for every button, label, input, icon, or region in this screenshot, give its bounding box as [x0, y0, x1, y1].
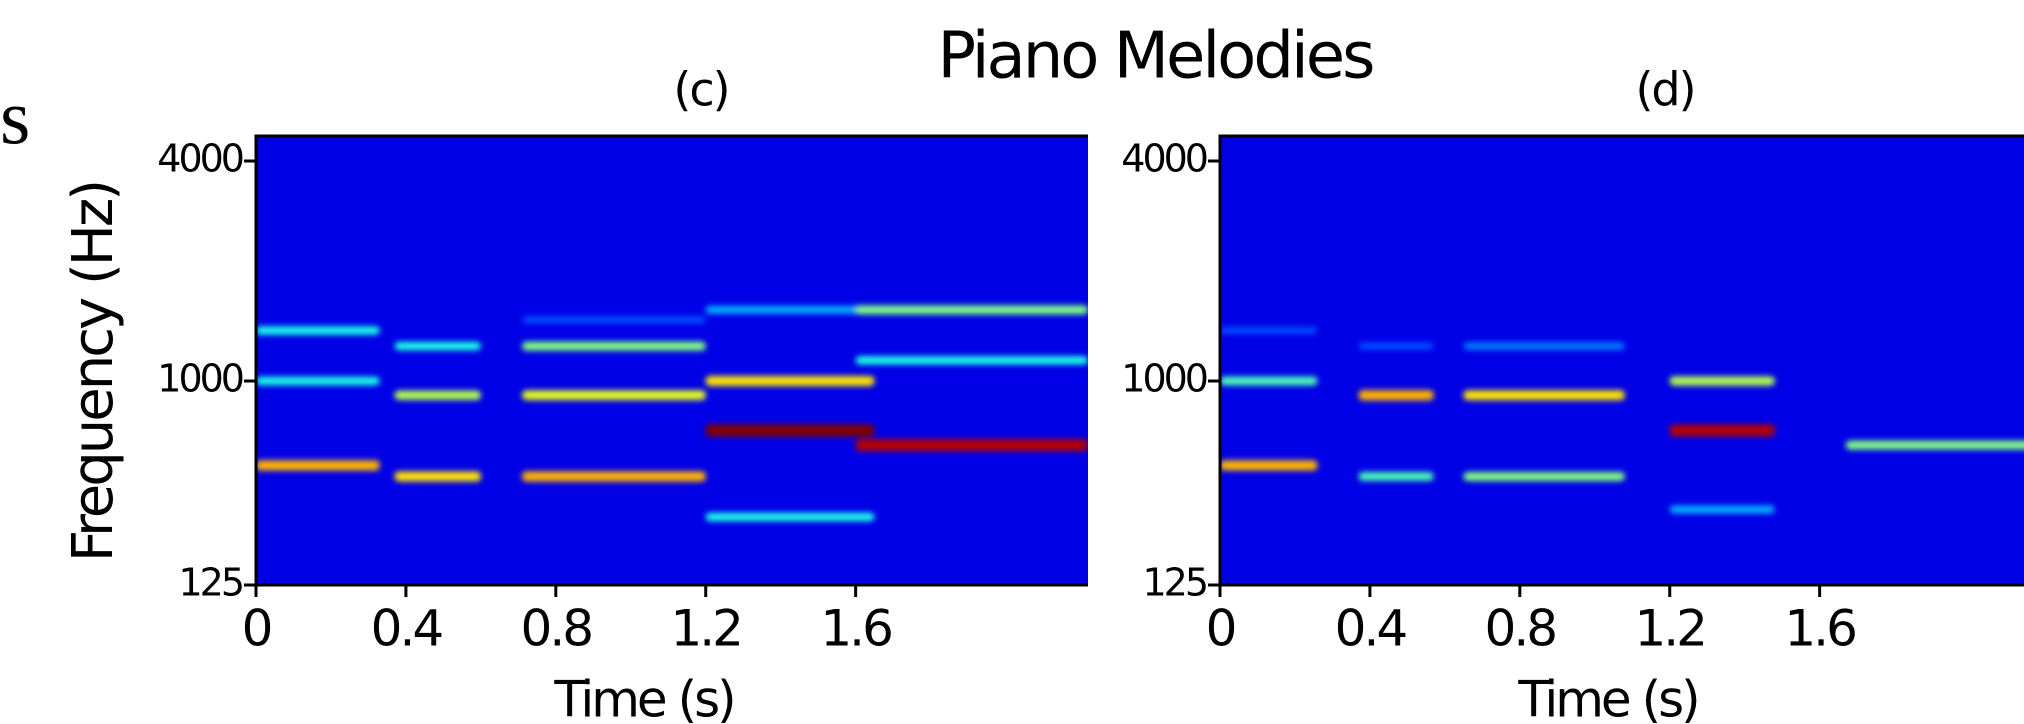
- y-tick-label: 4000: [1121, 137, 1207, 181]
- figure-title: Piano Melodies: [938, 20, 1374, 94]
- harmonic-band: [1358, 472, 1434, 481]
- harmonic-band: [705, 305, 875, 314]
- harmonic-band: [1220, 326, 1318, 335]
- harmonic-band: [1463, 471, 1625, 481]
- harmonic-band: [256, 460, 380, 471]
- harmonic-band: [855, 439, 1088, 452]
- harmonic-band: [1669, 424, 1775, 437]
- harmonic-band: [394, 471, 481, 482]
- x-tick-label: 0: [1206, 600, 1235, 658]
- x-axis-label: Time (s): [1517, 671, 1697, 724]
- harmonic-band: [1358, 390, 1434, 401]
- subplot-title: (c): [673, 63, 728, 117]
- y-tick-label: 1000: [1121, 357, 1207, 401]
- harmonic-band: [1669, 505, 1775, 514]
- harmonic-band: [522, 341, 706, 351]
- cropped-text: s: [0, 73, 30, 160]
- harmonic-band: [705, 512, 875, 522]
- y-tick-label: 125: [1142, 561, 1206, 605]
- harmonic-band: [1463, 342, 1625, 350]
- harmonic-band: [394, 390, 481, 400]
- bands: [1220, 326, 2024, 514]
- harmonic-band: [1669, 376, 1775, 386]
- harmonic-band: [705, 376, 875, 386]
- harmonic-band: [855, 356, 1088, 365]
- harmonic-band: [256, 376, 380, 386]
- x-tick-label: 0: [242, 600, 271, 658]
- x-tick-label: 0.8: [521, 600, 592, 658]
- harmonic-band: [522, 390, 706, 401]
- y-tick-label: 4000: [157, 137, 243, 181]
- bands: [256, 305, 1088, 522]
- harmonic-band: [522, 471, 706, 482]
- x-axis-label: Time (s): [553, 671, 733, 724]
- harmonic-band: [1463, 390, 1625, 401]
- plot-area: [256, 136, 1088, 585]
- background: [1220, 136, 2024, 585]
- axes-frame: [1218, 134, 2024, 587]
- harmonic-band: [256, 326, 380, 335]
- y-axis-label: Frequency (Hz): [61, 182, 126, 562]
- x-tick-label: 0.8: [1485, 600, 1556, 658]
- harmonic-band: [1220, 376, 1318, 386]
- x-tick-label: 0.4: [371, 600, 442, 658]
- x-tick-label: 0.4: [1335, 600, 1406, 658]
- harmonic-band: [522, 316, 706, 324]
- harmonic-band: [855, 305, 1088, 315]
- axes-frame: [254, 134, 1088, 587]
- y-tick-label: 125: [178, 561, 242, 605]
- x-tick-label: 1.2: [670, 600, 741, 658]
- harmonic-band: [1845, 440, 2024, 450]
- x-tick-label: 1.6: [1784, 600, 1855, 658]
- harmonic-band: [705, 424, 875, 437]
- harmonic-band: [1220, 460, 1318, 471]
- x-tick-label: 1.6: [820, 600, 891, 658]
- harmonic-band: [394, 341, 481, 351]
- harmonic-band: [1358, 342, 1434, 350]
- y-tick-label: 1000: [157, 357, 243, 401]
- subplot-title: (d): [1635, 63, 1694, 117]
- x-tick-label: 1.2: [1634, 600, 1705, 658]
- plot-area: [1220, 136, 2024, 585]
